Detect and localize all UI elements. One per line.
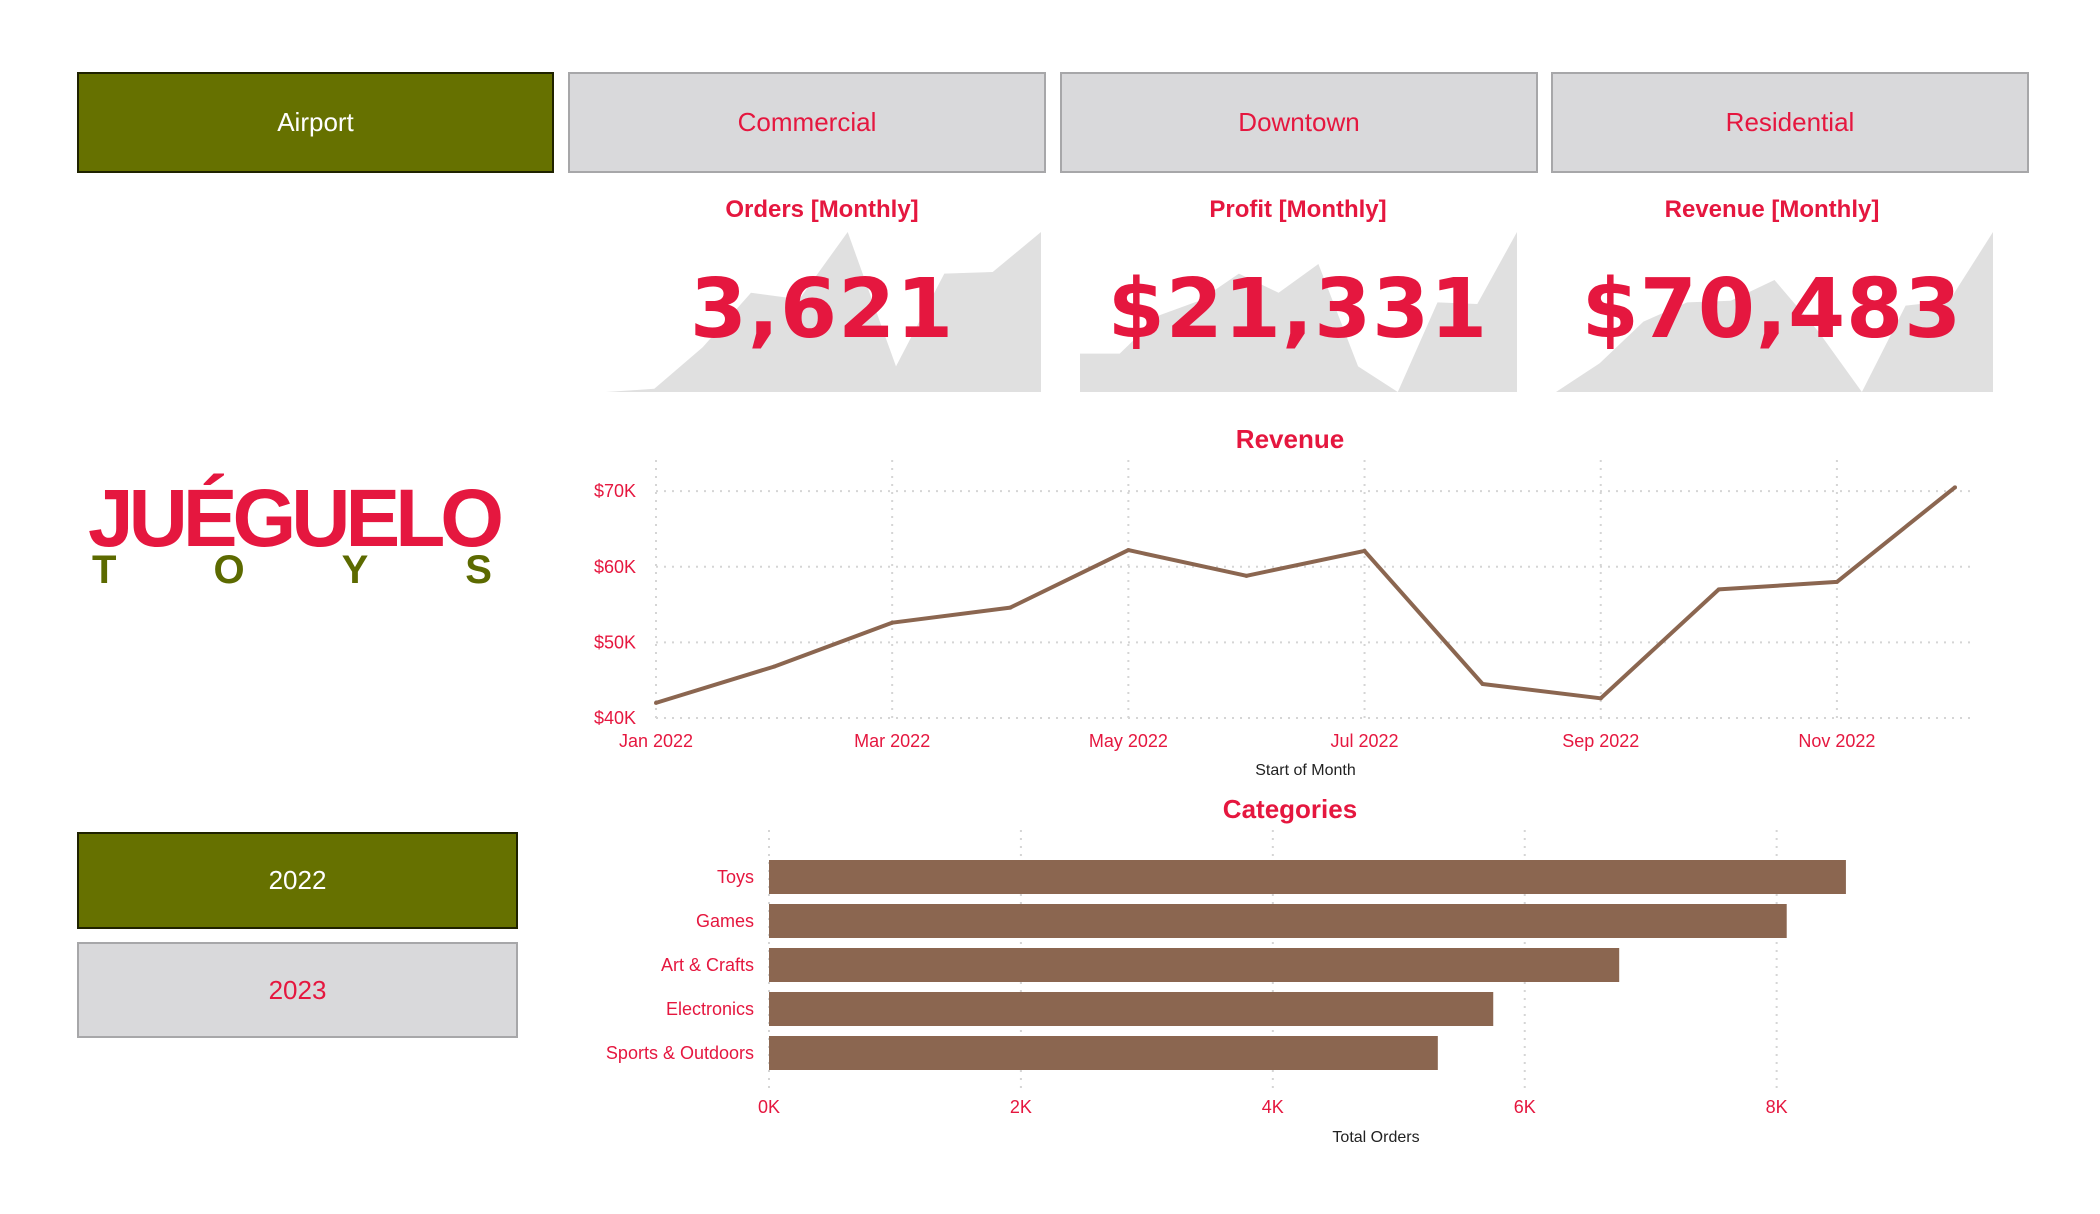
category-bar: [769, 948, 1620, 982]
x-tick-label: 8K: [1766, 1097, 1788, 1117]
x-tick-label: Jan 2022: [619, 731, 693, 751]
sparkline-area: [1080, 232, 1517, 392]
x-tick-label: 6K: [1514, 1097, 1536, 1117]
profit-sparkline: [1080, 232, 1517, 392]
revenue-kpi-value: $70,483: [1581, 262, 1963, 357]
category-label: Sports & Outdoors: [606, 1043, 754, 1063]
revenue-kpi-title: Revenue [Monthly]: [1664, 196, 1880, 223]
x-tick-label: 2K: [1010, 1097, 1032, 1117]
location-tile-residential[interactable]: Residential: [1551, 72, 2029, 173]
location-tile-commercial[interactable]: Commercial: [568, 72, 1046, 173]
x-tick-label: 4K: [1262, 1097, 1284, 1117]
x-tick-label: Jul 2022: [1331, 731, 1399, 751]
year-tile-label: 2022: [268, 865, 327, 895]
orders-sparkline: [606, 232, 1041, 392]
x-axis-title: Start of Month: [1255, 762, 1356, 779]
year-tile-label: 2023: [268, 974, 327, 1005]
revenue-data-point: [1244, 573, 1249, 578]
location-tile-label: Downtown: [1238, 107, 1360, 137]
profit-kpi-title: Profit [Monthly]: [1209, 196, 1387, 223]
category-label: Electronics: [666, 999, 754, 1019]
revenue-data-point: [1716, 587, 1721, 592]
category-label: Toys: [717, 867, 754, 887]
categories-bar-chart: 0K 2K 4K 6K 8K Toys Games Art & Crafts Electroni…: [606, 830, 1846, 1146]
logo-letter: O: [213, 548, 245, 592]
profit-kpi-value: $21,331: [1107, 262, 1489, 357]
x-tick-label: Nov 2022: [1798, 731, 1875, 751]
logo-letter: Y: [341, 548, 369, 592]
categories-chart-title: Categories: [1222, 794, 1358, 824]
y-tick-label: $50K: [594, 632, 636, 652]
revenue-series-line: [655, 485, 1957, 705]
revenue-data-point: [1362, 548, 1367, 553]
logo-subtitle: T O Y S: [92, 548, 492, 593]
category-label: Art & Crafts: [661, 955, 754, 975]
y-tick-label: $70K: [594, 481, 636, 501]
revenue-data-point: [1834, 579, 1839, 584]
location-tile-downtown[interactable]: Downtown: [1060, 72, 1538, 173]
orders-kpi-title: Orders [Monthly]: [725, 196, 919, 223]
category-bar: [769, 860, 1846, 894]
location-tile-airport[interactable]: Airport: [77, 72, 554, 173]
y-tick-label: $40K: [594, 708, 636, 728]
x-tick-label: May 2022: [1089, 731, 1168, 751]
revenue-chart-title: Revenue: [1235, 424, 1345, 454]
sparkline-area: [606, 232, 1041, 392]
category-bar: [769, 1036, 1438, 1070]
revenue-sparkline: [1556, 232, 1993, 392]
revenue-line-chart: $40K $50K $60K $70K Jan 2022 Mar 2022 May 2022…: [594, 460, 1975, 779]
location-tile-label: Airport: [277, 107, 354, 137]
logo-letter: S: [465, 548, 492, 592]
x-axis-title: Total Orders: [1332, 1129, 1419, 1146]
revenue-data-point: [772, 664, 777, 669]
x-tick-label: 0K: [758, 1097, 780, 1117]
logo-wordmark: JUÉGUELO: [88, 473, 504, 564]
category-label: Games: [696, 911, 754, 931]
sparkline-area: [1556, 232, 1993, 392]
location-tile-label: Commercial: [737, 107, 877, 137]
revenue-data-point: [1126, 548, 1131, 553]
location-tile-label: Residential: [1725, 107, 1855, 137]
logo-letter: T: [92, 548, 117, 592]
revenue-data-point: [1008, 605, 1013, 610]
revenue-data-point: [654, 700, 658, 705]
revenue-data-point: [1480, 681, 1485, 686]
category-bar: [769, 904, 1787, 938]
y-tick-label: $60K: [594, 557, 636, 577]
year-tile-2022[interactable]: 2022: [77, 832, 518, 929]
x-tick-label: Sep 2022: [1562, 731, 1639, 751]
revenue-data-point: [890, 620, 895, 625]
revenue-data-point: [1953, 485, 1957, 490]
x-tick-label: Mar 2022: [854, 731, 930, 751]
orders-kpi-value: 3,621: [689, 262, 955, 357]
category-bar: [769, 992, 1494, 1026]
year-tile-2023[interactable]: 2023: [77, 942, 518, 1038]
revenue-data-point: [1598, 696, 1603, 701]
